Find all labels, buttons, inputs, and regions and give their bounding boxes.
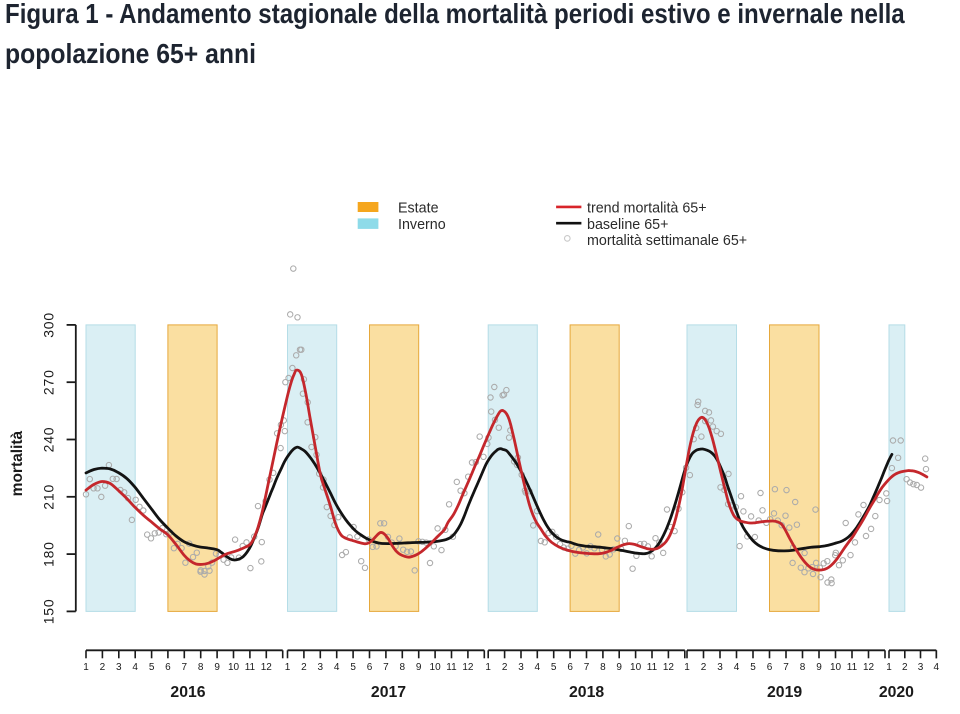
- svg-text:7: 7: [182, 662, 188, 673]
- svg-text:9: 9: [816, 662, 822, 673]
- svg-text:Estate: Estate: [398, 200, 439, 216]
- svg-text:2: 2: [502, 662, 508, 673]
- svg-text:5: 5: [551, 662, 557, 673]
- svg-text:12: 12: [663, 662, 675, 673]
- svg-text:1: 1: [83, 662, 89, 673]
- svg-text:5: 5: [350, 662, 356, 673]
- svg-text:3: 3: [318, 662, 324, 673]
- svg-text:2018: 2018: [569, 684, 604, 701]
- svg-text:6: 6: [165, 662, 171, 673]
- svg-text:10: 10: [228, 662, 240, 673]
- svg-text:300: 300: [41, 312, 57, 338]
- svg-text:1: 1: [886, 662, 892, 673]
- svg-text:3: 3: [116, 662, 122, 673]
- svg-text:8: 8: [198, 662, 204, 673]
- svg-text:3: 3: [918, 662, 924, 673]
- svg-text:1: 1: [485, 662, 491, 673]
- svg-text:10: 10: [430, 662, 442, 673]
- svg-text:3: 3: [518, 662, 524, 673]
- svg-text:10: 10: [830, 662, 842, 673]
- svg-text:2: 2: [902, 662, 908, 673]
- svg-text:210: 210: [41, 484, 57, 510]
- svg-text:2020: 2020: [879, 684, 914, 701]
- svg-text:150: 150: [41, 599, 57, 625]
- svg-text:mortalità: mortalità: [9, 430, 26, 496]
- svg-text:4: 4: [535, 662, 541, 673]
- svg-text:5: 5: [149, 662, 155, 673]
- svg-text:1: 1: [684, 662, 690, 673]
- svg-text:5: 5: [750, 662, 756, 673]
- svg-text:4: 4: [132, 662, 138, 673]
- svg-text:7: 7: [383, 662, 389, 673]
- svg-text:4: 4: [334, 662, 340, 673]
- svg-text:12: 12: [462, 662, 474, 673]
- svg-text:11: 11: [847, 662, 858, 673]
- svg-text:7: 7: [783, 662, 789, 673]
- svg-text:9: 9: [616, 662, 622, 673]
- svg-text:9: 9: [416, 662, 422, 673]
- svg-text:6: 6: [567, 662, 573, 673]
- svg-text:trend mortalità 65+: trend mortalità 65+: [587, 201, 707, 217]
- svg-text:2017: 2017: [371, 684, 406, 701]
- svg-text:1: 1: [285, 662, 291, 673]
- svg-text:Inverno: Inverno: [398, 217, 446, 233]
- svg-text:240: 240: [41, 427, 57, 453]
- svg-text:2019: 2019: [767, 684, 802, 701]
- svg-text:270: 270: [41, 369, 57, 395]
- svg-text:11: 11: [245, 662, 256, 673]
- svg-text:180: 180: [41, 541, 57, 567]
- svg-text:10: 10: [630, 662, 642, 673]
- svg-text:9: 9: [214, 662, 220, 673]
- svg-text:11: 11: [647, 662, 658, 673]
- svg-text:8: 8: [600, 662, 606, 673]
- svg-text:2: 2: [301, 662, 307, 673]
- svg-text:2016: 2016: [170, 684, 205, 701]
- svg-text:2: 2: [100, 662, 106, 673]
- svg-text:6: 6: [367, 662, 373, 673]
- svg-text:11: 11: [446, 662, 457, 673]
- svg-text:7: 7: [584, 662, 590, 673]
- svg-text:6: 6: [767, 662, 773, 673]
- svg-text:12: 12: [261, 662, 273, 673]
- svg-text:8: 8: [400, 662, 406, 673]
- svg-text:3: 3: [717, 662, 723, 673]
- svg-text:2: 2: [701, 662, 707, 673]
- svg-text:mortalità settimanale 65+: mortalità settimanale 65+: [587, 233, 747, 249]
- svg-text:baseline 65+: baseline 65+: [587, 217, 668, 233]
- svg-text:4: 4: [734, 662, 740, 673]
- svg-text:8: 8: [800, 662, 806, 673]
- svg-text:12: 12: [863, 662, 875, 673]
- svg-text:4: 4: [934, 662, 940, 673]
